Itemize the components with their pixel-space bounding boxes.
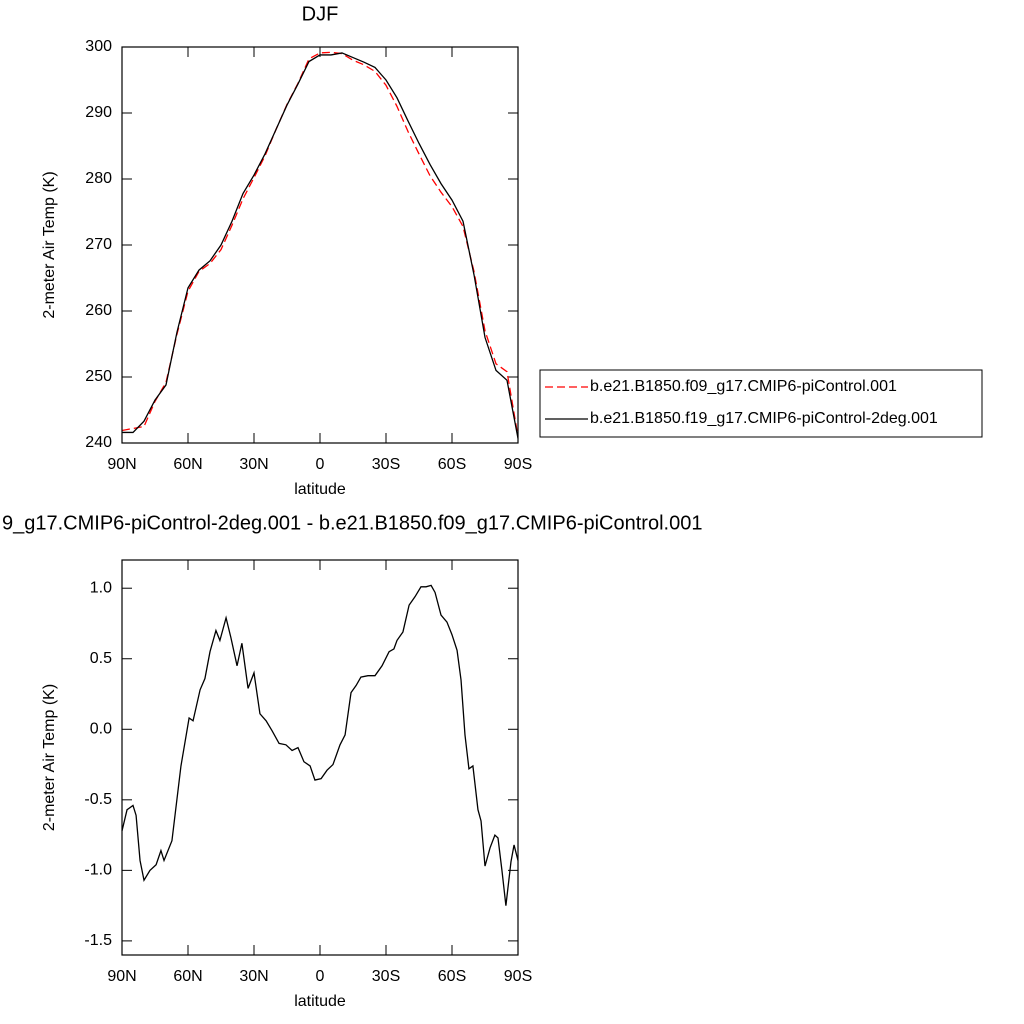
legend-label: b.e21.B1850.f19_g17.CMIP6-piControl-2deg… [590,410,938,427]
y-tick-label: -1.5 [84,932,112,949]
y-axis-label: 2-meter Air Temp (K) [41,171,58,318]
y-tick-label: 260 [85,302,112,319]
plot-frame [121,46,519,444]
data-line [121,584,519,906]
legend-box [539,369,983,438]
y-tick-label: -1.0 [84,862,112,879]
x-tick-label: 30S [372,968,400,985]
x-tick-label: 0 [316,456,325,473]
x-tick-label: 60N [173,456,202,473]
x-tick-label: 30S [372,456,400,473]
x-tick-label: 60N [173,968,202,985]
x-tick-label: 30N [239,456,268,473]
x-axis-label: latitude [294,481,346,498]
x-tick-label: 0 [316,968,325,985]
x-tick-label: 90S [504,456,532,473]
plot-frame [121,559,519,956]
x-tick-label: 30N [239,968,268,985]
data-line [122,52,519,439]
chart-title: DJF [302,3,339,25]
y-tick-label: 280 [85,170,112,187]
x-axis-label: latitude [294,993,346,1010]
y-tick-label: 1.0 [90,579,112,596]
y-tick-label: 240 [85,434,112,451]
y-tick-label: 250 [85,368,112,385]
x-tick-label: 90N [107,456,136,473]
y-tick-label: -0.5 [84,791,112,808]
x-tick-label: 90N [107,968,136,985]
y-tick-label: 0.0 [90,721,112,738]
x-tick-label: 90S [504,968,532,985]
y-axis-label: 2-meter Air Temp (K) [41,684,58,831]
x-tick-label: 60S [438,456,466,473]
y-tick-label: 270 [85,236,112,253]
y-tick-label: 0.5 [90,650,112,667]
chart-title: 9_g17.CMIP6-piControl-2deg.001 - b.e21.B… [2,512,702,534]
y-tick-label: 300 [85,38,112,55]
y-tick-label: 290 [85,104,112,121]
x-tick-label: 60S [438,968,466,985]
data-line [121,51,519,437]
legend-label: b.e21.B1850.f09_g17.CMIP6-piControl.001 [590,378,897,395]
